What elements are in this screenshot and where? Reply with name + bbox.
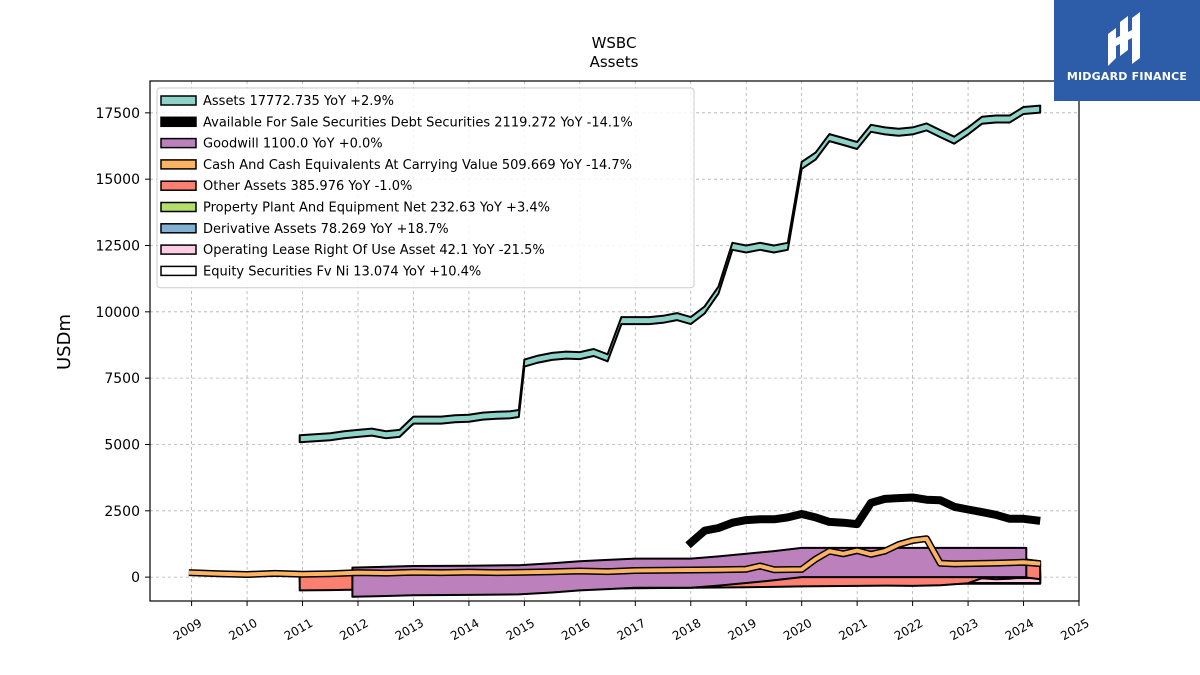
y-tick-label: 2500 [104,504,140,520]
x-tick-label: 2010 [226,616,259,643]
x-axis: 2009 2010 2011 2012 2013 2014 2015 2016 2017 2018… [171,601,1092,643]
legend-swatch [160,159,197,170]
legend-swatch [160,201,197,213]
y-tick-label: 17500 [95,106,140,122]
x-tick-label: 2023 [947,616,980,643]
series-available-for-sale-securities-debt-securities [685,493,1041,549]
chart-title: WSBC [592,34,637,52]
legend-swatch [160,95,197,106]
legend-entry: Derivative Assets 78.269 YoY +18.7% [203,222,449,237]
legend-entry: Cash And Cash Equivalents At Carrying Va… [203,158,632,173]
legend-swatch [160,244,197,255]
x-tick-label: 2024 [1003,616,1036,643]
legend-swatch [160,223,197,234]
y-axis-label: USDm [54,314,75,370]
x-tick-label: 2020 [781,616,814,643]
legend-swatch [160,137,197,149]
x-tick-label: 2021 [836,616,869,643]
series-layer [188,104,1042,598]
series-cash-and-cash-equivalents-at-carrying-value [188,536,1041,577]
x-tick-label: 2022 [892,616,925,643]
legend-entry: Property Plant And Equipment Net 232.63 … [203,201,550,216]
y-tick-label: 5000 [104,437,140,453]
x-tick-label: 2013 [393,616,426,643]
y-tick-label: 15000 [95,172,140,188]
y-axis: 0 2500 5000 7500 10000 12500 15000 17500 [95,106,150,586]
y-tick-label: 7500 [104,371,140,387]
legend-entry: Goodwill 1100.0 YoY +0.0% [203,137,383,152]
midgard-logo-icon [1108,12,1140,66]
legend-entry: Assets 17772.735 YoY +2.9% [203,94,394,109]
legend-entry: Other Assets 385.976 YoY -1.0% [203,179,412,194]
y-tick-label: 0 [131,570,140,586]
brand-name: MIDGARD FINANCE [1066,70,1188,83]
legend-swatch [160,180,197,191]
x-tick-label: 2017 [615,616,648,643]
legend-entry: Operating Lease Right Of Use Asset 42.1 … [203,243,545,258]
x-tick-label: 2014 [448,616,481,643]
x-tick-label: 2011 [282,616,315,643]
legend-box [156,87,695,289]
chart-subtitle: Assets [590,53,639,71]
x-tick-label: 2016 [559,616,592,643]
x-tick-label: 2009 [171,616,204,643]
legend-entry: Available For Sale Securities Debt Secur… [203,115,633,130]
x-tick-label: 2018 [670,616,703,643]
plot-border [149,80,1080,602]
brand-logo: MIDGARD FINANCE [1054,0,1200,101]
series-assets [298,104,1042,444]
legend: Assets 17772.735 YoY +2.9% Available For … [156,87,695,289]
x-tick-label: 2019 [725,616,758,643]
x-tick-label: 2015 [504,616,537,643]
legend-entry: Equity Securities Fv Ni 13.074 YoY +10.4… [203,264,481,279]
x-tick-label: 2025 [1058,616,1091,643]
x-tick-label: 2012 [337,616,370,643]
y-tick-label: 10000 [95,305,140,321]
legend-swatch [160,265,197,277]
y-tick-label: 12500 [95,238,140,254]
legend-swatch [160,116,197,128]
